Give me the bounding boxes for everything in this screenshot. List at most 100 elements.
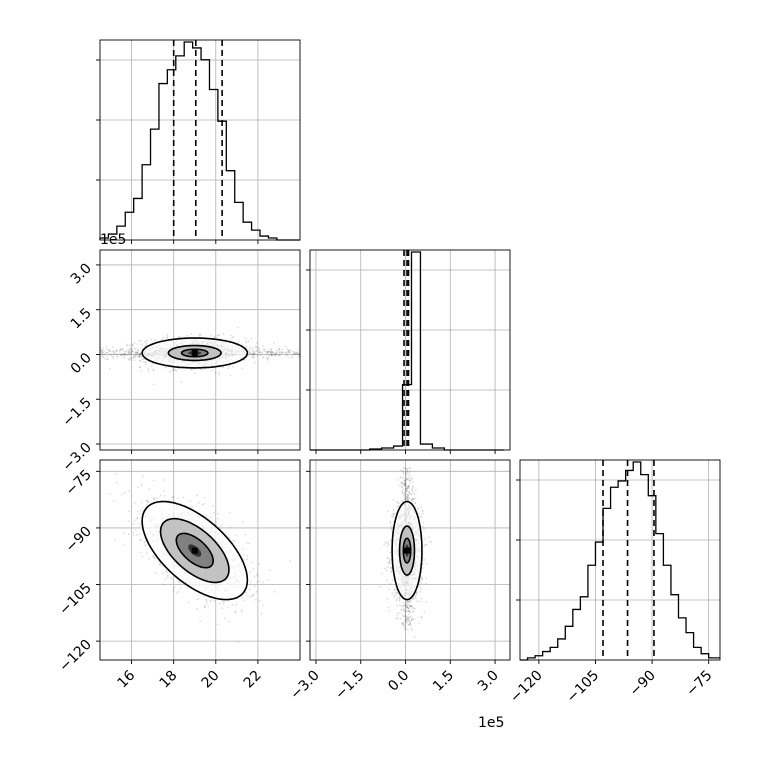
scatter-point: [270, 350, 273, 353]
scatter-point: [405, 600, 408, 603]
panel-frame: [99, 39, 301, 241]
scatter-point: [408, 600, 411, 602]
scatter-point: [263, 350, 266, 353]
scatter-point: [410, 605, 412, 608]
scatter-point: [146, 499, 149, 502]
scatter-point: [272, 352, 275, 354]
scatter-point: [251, 353, 254, 356]
scatter-point: [395, 599, 398, 602]
scatter-point: [136, 354, 138, 357]
scatter-point: [115, 350, 118, 353]
scatter-point: [280, 351, 283, 354]
scatter-point: [396, 501, 399, 504]
scatter-point: [255, 572, 258, 575]
scatter-point: [401, 491, 404, 494]
scatter-point: [405, 619, 408, 622]
scatter-point: [267, 350, 270, 353]
scatter-point: [139, 353, 142, 356]
scatter-point: [112, 351, 115, 354]
scatter-point: [138, 356, 141, 359]
scatter-point: [277, 354, 280, 357]
scatter-point: [255, 345, 258, 348]
scatter-point: [231, 539, 234, 542]
scatter-point: [390, 571, 392, 574]
scatter-point: [101, 353, 104, 356]
scatter-point: [388, 610, 391, 612]
scatter-point: [262, 604, 265, 607]
scatter-point: [139, 539, 142, 542]
scatter-point: [103, 350, 105, 353]
scatter-point: [141, 555, 144, 558]
scatter-point: [250, 353, 252, 355]
scatter-point: [280, 350, 283, 353]
scatter-point: [152, 369, 155, 372]
scatter-point: [396, 614, 399, 617]
scatter-point: [274, 354, 276, 357]
scatter-point: [389, 520, 391, 523]
scatter-point: [282, 351, 284, 354]
scatter-point: [414, 595, 417, 598]
scatter-point: [132, 531, 135, 534]
scatter-point: [128, 510, 130, 513]
scatter-point: [420, 597, 423, 600]
scatter-point: [211, 369, 214, 372]
scatter-point: [256, 353, 259, 356]
scatter-point: [284, 345, 287, 348]
scatter-point: [411, 617, 414, 620]
scatter-point: [223, 600, 226, 602]
scatter-point: [203, 606, 206, 609]
scatter-point: [130, 352, 133, 355]
scatter-point: [404, 612, 407, 615]
scatter-point: [248, 542, 251, 545]
scatter-point: [405, 497, 408, 500]
scatter-point: [145, 544, 147, 547]
histogram-bars: [99, 41, 300, 241]
scatter-point: [133, 356, 136, 358]
scatter-point: [252, 353, 254, 356]
scatter-point: [127, 353, 129, 356]
scatter-point: [227, 620, 230, 623]
scatter-point: [386, 556, 389, 559]
scatter-point: [228, 365, 231, 368]
scatter-point: [213, 335, 216, 338]
scatter-point: [133, 342, 136, 345]
scatter-point: [132, 357, 135, 360]
scatter-point: [243, 358, 246, 361]
scatter-point: [421, 567, 424, 569]
scatter-point: [139, 353, 141, 355]
scatter-point: [395, 617, 398, 620]
scatter-point: [408, 619, 411, 622]
scatter-point: [162, 583, 165, 586]
scatter-point: [137, 352, 140, 355]
scatter-point: [413, 492, 416, 495]
scatter-point: [414, 502, 416, 505]
scatter-point: [235, 603, 238, 606]
scatter-point: [122, 353, 125, 356]
scatter-point: [220, 524, 223, 527]
scatter-point: [198, 501, 201, 504]
scatter-panel-p0-p1: −3.0−1.50.01.53.0: [59, 249, 301, 475]
scatter-point: [402, 488, 405, 491]
scatter-point: [211, 505, 214, 507]
scatter-point: [231, 366, 234, 368]
panel-content: [100, 250, 300, 450]
scatter-point: [172, 496, 175, 499]
scatter-point: [139, 351, 142, 354]
scatter-point: [402, 605, 405, 607]
scatter-point: [409, 615, 412, 618]
x-tick-label: 18: [157, 668, 181, 692]
scatter-point: [413, 607, 416, 609]
scatter-point: [386, 542, 389, 545]
scatter-point: [111, 354, 113, 357]
scatter-point: [105, 345, 108, 348]
scatter-point: [409, 467, 412, 470]
scatter-point: [425, 582, 428, 585]
scatter-point: [161, 572, 164, 575]
scatter-point: [393, 596, 396, 598]
scatter-point: [222, 366, 225, 369]
scatter-point: [135, 347, 137, 350]
panel-frame: [309, 249, 511, 451]
scatter-point: [249, 580, 252, 583]
scatter-point: [105, 354, 108, 357]
scatter-point: [141, 343, 144, 346]
